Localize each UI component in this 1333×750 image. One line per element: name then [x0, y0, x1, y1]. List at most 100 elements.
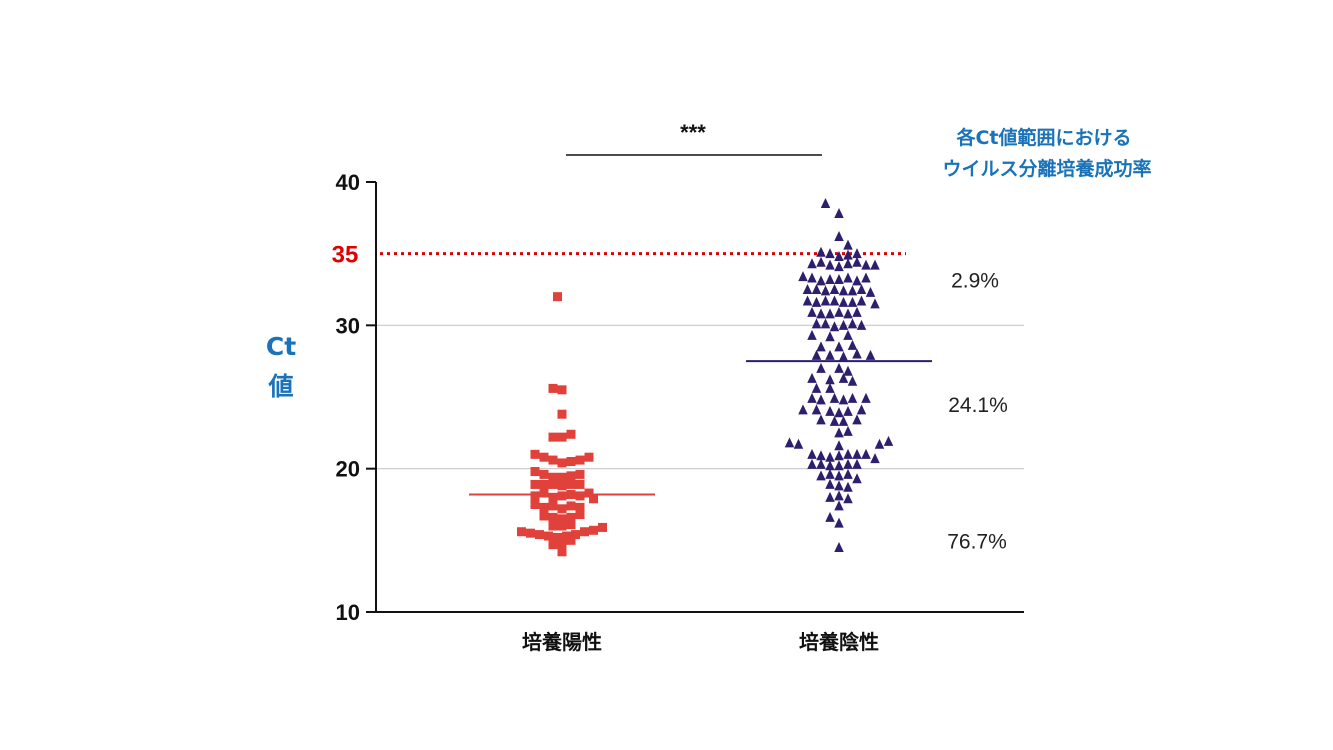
point-negative-29: [829, 284, 840, 294]
point-positive-7: [566, 429, 576, 439]
point-negative-112: [825, 468, 835, 479]
point-negative-28: [820, 285, 831, 296]
point-negative-100: [834, 450, 844, 461]
point-negative-83: [834, 407, 844, 418]
point-negative-62: [838, 351, 849, 362]
point-negative-123: [825, 511, 835, 522]
point-negative-76: [829, 392, 840, 403]
point-negative-77: [838, 394, 849, 405]
annotation-title-line-1: 各Ct値範囲における: [955, 126, 1131, 149]
point-negative-5: [816, 246, 826, 257]
point-negative-90: [834, 427, 844, 438]
significance-label: ***: [680, 120, 706, 145]
point-positive-40: [575, 502, 585, 512]
point-negative-36: [820, 295, 831, 306]
point-positive-33: [584, 488, 594, 498]
y-axis-title-line-2: 値: [267, 372, 293, 401]
point-negative-34: [802, 295, 813, 306]
point-positive-34: [589, 494, 598, 504]
point-negative-25: [861, 272, 871, 283]
point-positive-21: [530, 479, 540, 489]
point-negative-84: [843, 405, 853, 416]
point-negative-122: [834, 500, 844, 511]
point-negative-26: [802, 284, 813, 294]
point-positive-37: [548, 501, 558, 511]
category-label-1: 培養陽性: [522, 630, 602, 654]
range-percentage-3: 76.7%: [947, 530, 1007, 553]
point-negative-48: [811, 318, 822, 329]
point-negative-46: [843, 308, 853, 319]
point-positive-50: [526, 528, 535, 538]
point-negative-92: [784, 437, 795, 448]
point-negative-106: [825, 460, 835, 471]
point-positive-42: [548, 512, 558, 522]
point-positive-14: [584, 452, 594, 462]
point-negative-80: [798, 404, 808, 415]
point-negative-117: [834, 480, 844, 491]
point-positive-62: [557, 547, 567, 557]
point-negative-19: [807, 272, 817, 283]
point-negative-78: [847, 392, 858, 403]
point-negative-124: [834, 517, 844, 528]
point-negative-22: [834, 273, 844, 284]
point-positive-27: [530, 491, 540, 501]
point-negative-93: [793, 438, 804, 449]
point-negative-13: [834, 261, 844, 272]
point-negative-21: [825, 273, 835, 284]
point-positive-5: [548, 432, 558, 442]
point-negative-59: [847, 339, 858, 350]
point-positive-12: [566, 457, 576, 466]
point-negative-98: [816, 450, 826, 461]
point-positive-41: [539, 511, 549, 521]
point-negative-15: [852, 256, 862, 267]
point-negative-66: [834, 362, 844, 373]
point-positive-24: [557, 481, 567, 491]
point-negative-95: [874, 438, 885, 449]
point-negative-68: [807, 372, 817, 383]
point-negative-27: [811, 284, 822, 294]
point-negative-37: [829, 295, 840, 306]
reference-line-label: 35: [332, 242, 359, 269]
reference-line-group: 35: [332, 242, 906, 269]
range-percentage-1: 2.9%: [951, 269, 999, 292]
point-positive-45: [575, 510, 585, 520]
point-negative-47: [852, 306, 862, 317]
point-negative-74: [807, 392, 817, 403]
point-negative-85: [856, 404, 867, 415]
point-negative-58: [834, 341, 844, 352]
point-positive-59: [548, 540, 558, 550]
point-negative-55: [825, 331, 835, 342]
point-negative-44: [825, 308, 835, 319]
point-negative-116: [825, 478, 835, 489]
gridlines: [376, 324, 1024, 470]
point-negative-6: [825, 248, 835, 259]
point-negative-115: [852, 473, 862, 484]
point-negative-125: [834, 542, 844, 552]
point-negative-121: [843, 493, 853, 504]
y-axis-title-line-1: Ct: [266, 332, 296, 361]
point-negative-86: [816, 414, 826, 425]
point-positive-22: [539, 479, 549, 489]
point-positive-60: [557, 538, 567, 548]
point-positive-1: [553, 292, 562, 302]
point-positive-8: [530, 449, 540, 459]
y-axis-title: Ct 値: [266, 332, 296, 401]
point-negative-23: [843, 272, 853, 283]
point-negative-11: [816, 256, 826, 267]
point-negative-110: [870, 453, 880, 464]
point-negative-53: [856, 319, 867, 330]
point-negative-118: [843, 481, 853, 492]
point-negative-108: [843, 458, 853, 469]
point-negative-88: [838, 415, 849, 426]
point-negative-50: [829, 321, 840, 332]
point-negative-97: [807, 448, 817, 459]
point-negative-96: [883, 435, 894, 446]
point-negative-73: [825, 382, 835, 393]
point-negative-71: [847, 375, 858, 386]
point-negative-18: [798, 271, 808, 282]
point-negative-51: [838, 319, 849, 330]
y-ticks: 10 20 30 40: [336, 170, 376, 625]
point-negative-120: [834, 490, 844, 501]
category-label-2: 培養陰性: [799, 630, 879, 654]
point-negative-104: [807, 458, 817, 469]
